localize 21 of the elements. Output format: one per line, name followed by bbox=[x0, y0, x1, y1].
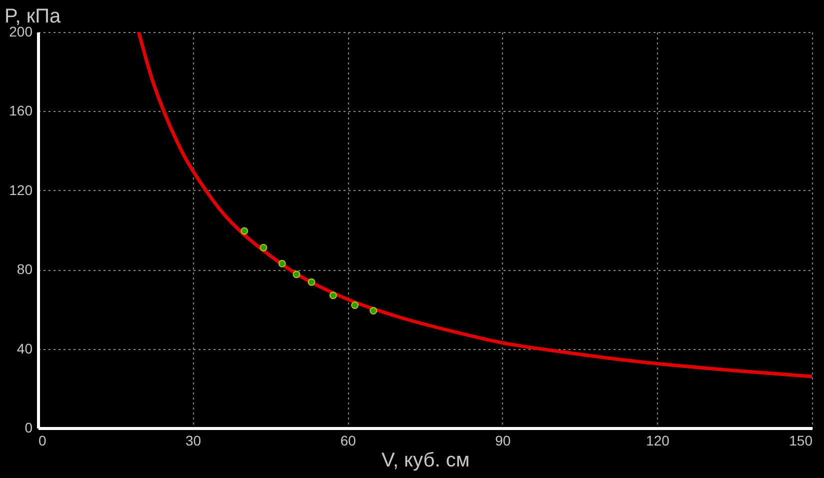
x-tick-label: 120 bbox=[646, 432, 670, 448]
x-tick-label: 0 bbox=[38, 432, 46, 448]
y-tick-label: 0 bbox=[24, 420, 33, 436]
x-tick-label: 30 bbox=[186, 432, 202, 448]
x-tick-label: 90 bbox=[495, 432, 511, 448]
y-tick-label: 80 bbox=[16, 261, 33, 278]
y-tick-label: 160 bbox=[9, 102, 33, 119]
point bbox=[329, 292, 337, 300]
point bbox=[308, 278, 316, 286]
point bbox=[260, 244, 268, 252]
x-tick-label: 150 bbox=[789, 432, 813, 448]
point bbox=[351, 302, 359, 309]
line-series bbox=[136, 32, 812, 378]
point bbox=[278, 260, 286, 268]
x-tick-label: 60 bbox=[340, 432, 356, 448]
point bbox=[292, 270, 300, 278]
y-tick-label: 120 bbox=[9, 182, 33, 198]
y-tick-label: 40 bbox=[16, 340, 33, 356]
point bbox=[240, 227, 248, 235]
point bbox=[370, 307, 378, 315]
x-axis-title: V, куб. см bbox=[381, 450, 470, 472]
